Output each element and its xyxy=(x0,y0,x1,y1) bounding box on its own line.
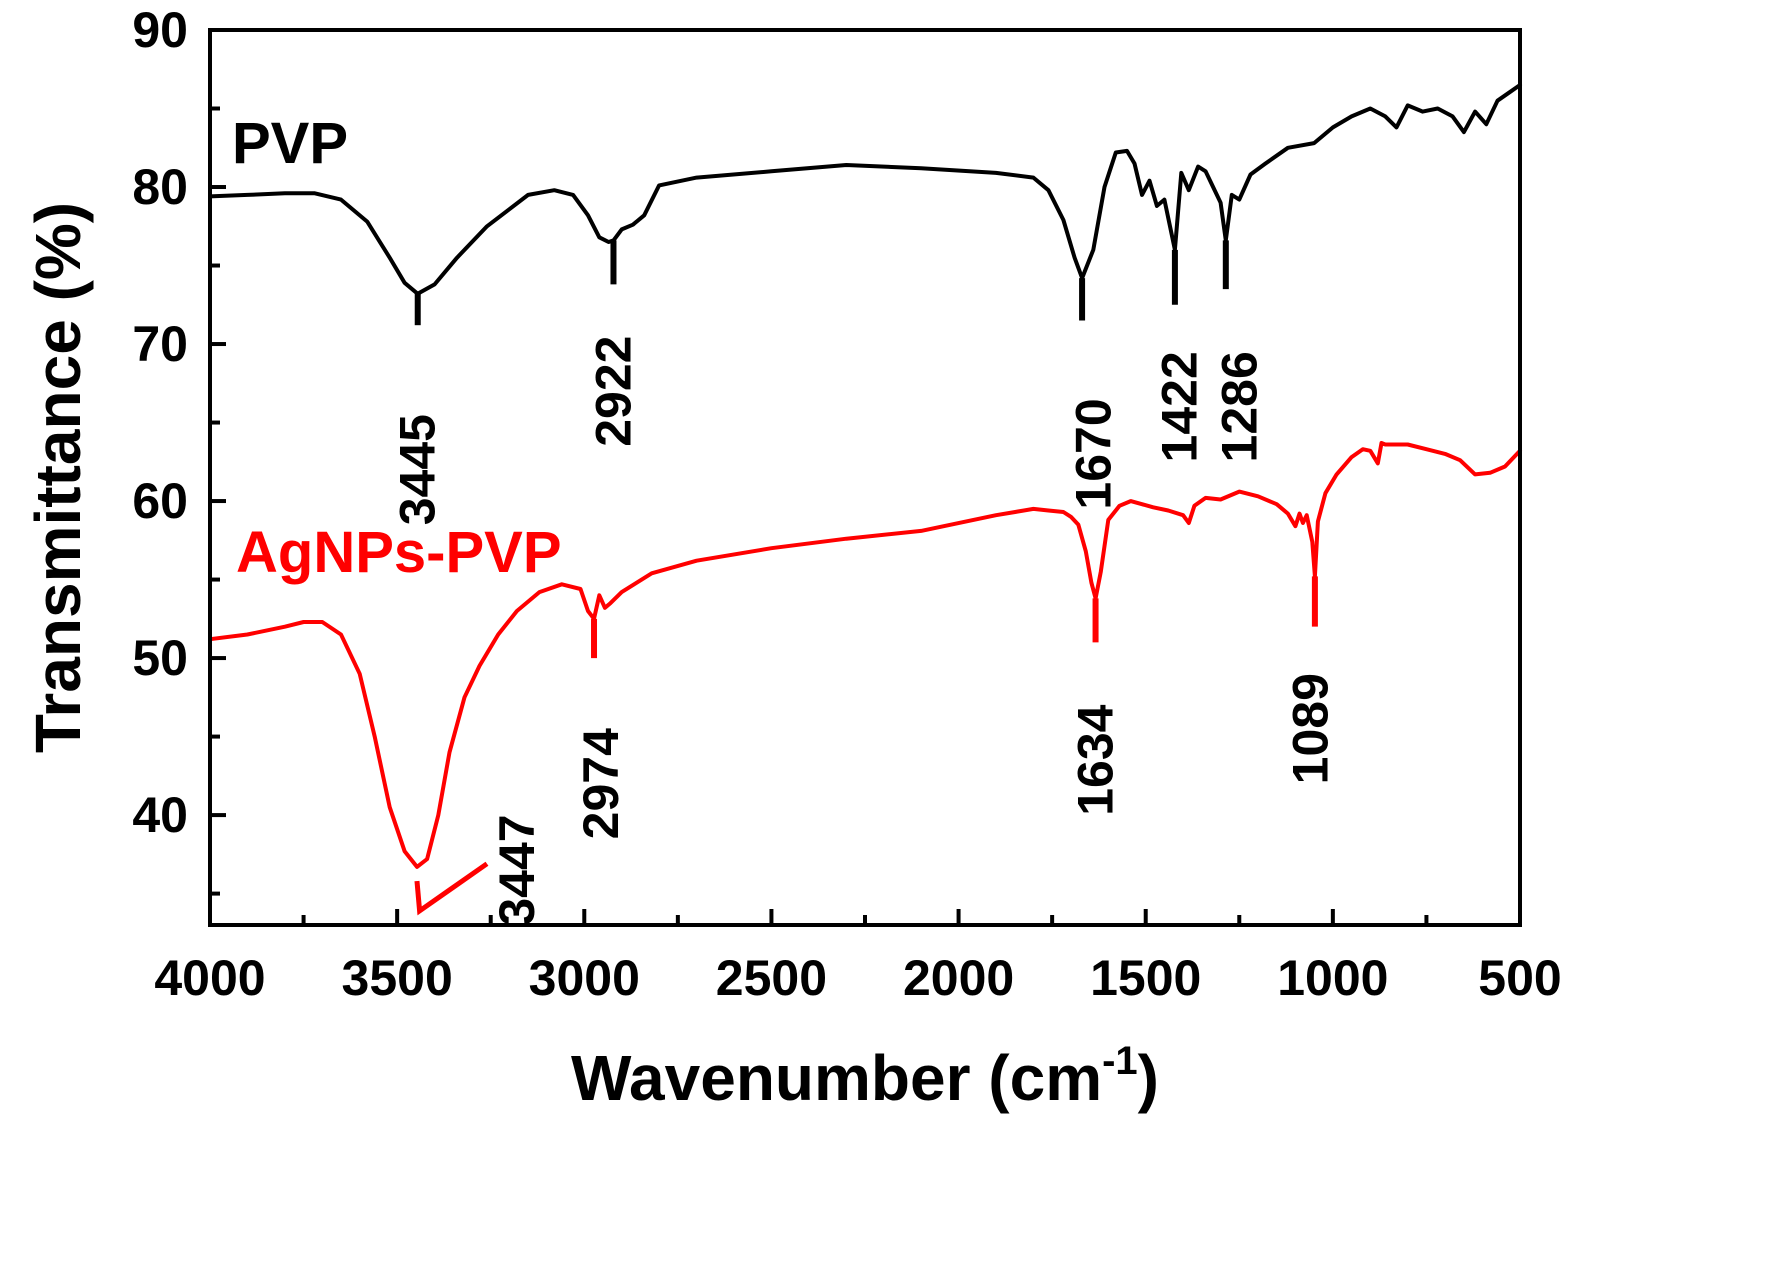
peak-label-1089: 1089 xyxy=(1282,673,1338,784)
peak-label-2974: 2974 xyxy=(573,728,629,839)
series-label-agnps-pvp: AgNPs-PVP xyxy=(236,520,562,585)
x-axis-title-superscript: -1 xyxy=(1102,1039,1138,1083)
annotations-layer: 3445 2922 1670 1422 1286 2974 1634 1089 3447 xyxy=(390,240,1338,926)
y-tick-label: 70 xyxy=(132,316,188,372)
x-tick-label: 1500 xyxy=(1090,950,1201,1006)
series-line-pvp xyxy=(208,83,1522,296)
x-tick-label: 3000 xyxy=(529,950,640,1006)
x-axis-title: Wavenumber (cm-1) xyxy=(571,1039,1159,1114)
x-tick-label: 4000 xyxy=(154,950,265,1006)
y-tick-label: 50 xyxy=(132,630,188,686)
axes-layer: 4000 3500 3000 2500 2000 1500 1000 500 40 50 60 70 8… xyxy=(132,2,1561,1006)
plot-frame xyxy=(208,28,1522,927)
x-tick-label: 3500 xyxy=(342,950,453,1006)
y-tick-label: 80 xyxy=(132,159,188,215)
y-axis-title: Transmittance (%) xyxy=(22,202,94,753)
y-tick-label: 60 xyxy=(132,473,188,529)
series-label-pvp: PVP xyxy=(232,111,348,176)
series-layer xyxy=(208,83,1522,869)
x-tick-label: 2000 xyxy=(903,950,1014,1006)
peak-label-2922: 2922 xyxy=(585,336,641,447)
x-tick-label: 1000 xyxy=(1277,950,1388,1006)
peak-label-3445: 3445 xyxy=(390,414,446,525)
x-tick-label: 2500 xyxy=(716,950,827,1006)
y-tick-label: 90 xyxy=(132,2,188,58)
peak-label-1634: 1634 xyxy=(1068,704,1124,815)
peak-label-1286: 1286 xyxy=(1211,351,1267,462)
peak-label-1422: 1422 xyxy=(1151,351,1207,462)
series-line-agnps-pvp xyxy=(208,441,1522,869)
x-axis-title-close: ) xyxy=(1138,1042,1159,1114)
y-tick-label: 40 xyxy=(132,787,188,843)
peak-label-1670: 1670 xyxy=(1065,398,1121,509)
peak-label-3447: 3447 xyxy=(489,814,545,925)
peak-marker-3447 xyxy=(414,861,489,916)
x-tick-label: 500 xyxy=(1478,950,1561,1006)
x-axis-title-main: Wavenumber (cm xyxy=(571,1042,1102,1114)
